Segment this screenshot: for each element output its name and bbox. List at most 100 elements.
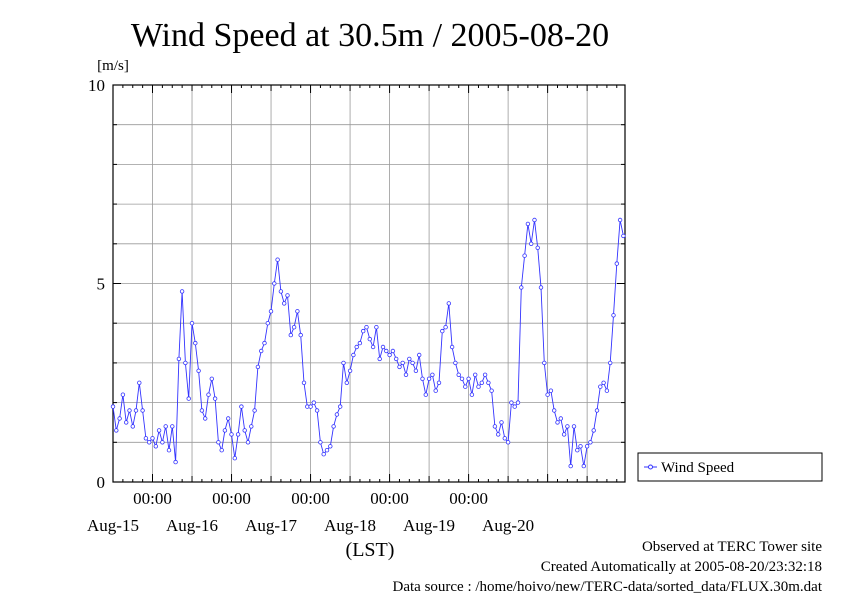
data-point <box>127 408 132 413</box>
data-point <box>512 404 517 409</box>
data-point <box>291 325 297 330</box>
data-point <box>561 432 567 437</box>
data-point <box>199 408 205 413</box>
data-point <box>394 356 399 362</box>
data-point <box>249 424 254 429</box>
data-point <box>351 352 356 358</box>
data-point <box>314 408 320 413</box>
data-point <box>354 344 359 350</box>
data-point <box>502 436 507 441</box>
data-point <box>440 328 445 334</box>
data-point <box>252 408 257 413</box>
data-point <box>377 356 382 362</box>
data-point <box>426 376 432 381</box>
data-point <box>153 444 158 449</box>
axis-ticks: 0 5 10 00:00 00:00 00:00 00:00 00:00 Aug-15 Aug-1… <box>87 76 625 535</box>
data-point <box>173 459 178 465</box>
data-point <box>548 388 554 393</box>
data-point <box>176 356 182 362</box>
x-date-label: Aug-18 <box>324 516 376 535</box>
data-point <box>341 360 346 366</box>
legend: Wind Speed <box>637 452 823 482</box>
data-point <box>130 424 135 429</box>
x-date-label: Aug-17 <box>245 516 297 535</box>
data-point <box>555 420 560 425</box>
data-point <box>449 344 455 350</box>
data-point <box>137 380 142 385</box>
data-point <box>473 372 478 377</box>
data-point <box>479 380 484 385</box>
data-point <box>538 285 544 290</box>
data-point <box>364 325 369 330</box>
data-point <box>229 432 234 437</box>
data-point <box>219 448 224 453</box>
data-point <box>469 392 475 397</box>
data-point <box>486 380 491 385</box>
data-point <box>361 328 366 334</box>
data-point <box>384 348 389 354</box>
data-point <box>515 400 521 405</box>
data-point <box>212 396 218 401</box>
series-line <box>112 219 624 467</box>
data-point <box>374 325 379 330</box>
data-point <box>170 424 175 429</box>
data-point <box>390 348 396 354</box>
data-point <box>222 428 228 433</box>
data-point <box>565 424 570 429</box>
data-point <box>202 416 208 421</box>
data-point <box>344 380 349 385</box>
data-point <box>268 309 274 314</box>
data-point <box>542 360 547 366</box>
data-point <box>459 376 465 381</box>
data-point <box>601 380 606 385</box>
data-point <box>311 400 316 405</box>
data-point <box>140 408 145 413</box>
data-point <box>225 416 231 421</box>
data-point <box>446 301 451 306</box>
data-point <box>206 392 211 397</box>
data-point <box>367 336 372 342</box>
data-point <box>278 289 284 294</box>
x-tick-label: 00:00 <box>212 489 251 508</box>
data-point <box>420 376 425 381</box>
data-point <box>591 428 596 433</box>
data-point <box>453 360 458 366</box>
data-point <box>380 344 386 350</box>
data-point <box>400 360 405 366</box>
data-point <box>216 440 221 445</box>
data-point <box>476 384 481 389</box>
data-point <box>255 364 261 370</box>
data-point <box>588 440 593 445</box>
data-point <box>150 436 155 441</box>
data-point <box>272 281 277 286</box>
x-tick-label: 00:00 <box>370 489 409 508</box>
data-point <box>160 440 165 445</box>
data-point <box>321 452 326 457</box>
data-point <box>608 360 613 366</box>
data-point <box>262 340 267 346</box>
footer-source: Data source : /home/hoivo/new/TERC-data/… <box>393 579 823 595</box>
data-point <box>196 368 201 373</box>
data-point <box>529 241 534 246</box>
data-point <box>436 380 442 385</box>
data-point <box>117 416 122 421</box>
data-point <box>519 285 524 290</box>
data-point <box>110 404 116 409</box>
x-date-label: Aug-19 <box>403 516 455 535</box>
data-point <box>114 428 119 433</box>
data-point <box>584 444 590 449</box>
data-point <box>621 233 626 239</box>
data-point <box>146 440 152 445</box>
data-point <box>282 301 287 306</box>
data-point <box>463 384 468 389</box>
data-point <box>413 368 419 373</box>
data-point <box>581 463 586 469</box>
data-point <box>466 376 471 381</box>
data-point <box>265 321 270 326</box>
data-point <box>489 388 494 393</box>
x-tick-label: 00:00 <box>133 489 172 508</box>
data-point <box>568 463 573 469</box>
data-point <box>407 356 412 362</box>
data-point <box>496 432 501 437</box>
